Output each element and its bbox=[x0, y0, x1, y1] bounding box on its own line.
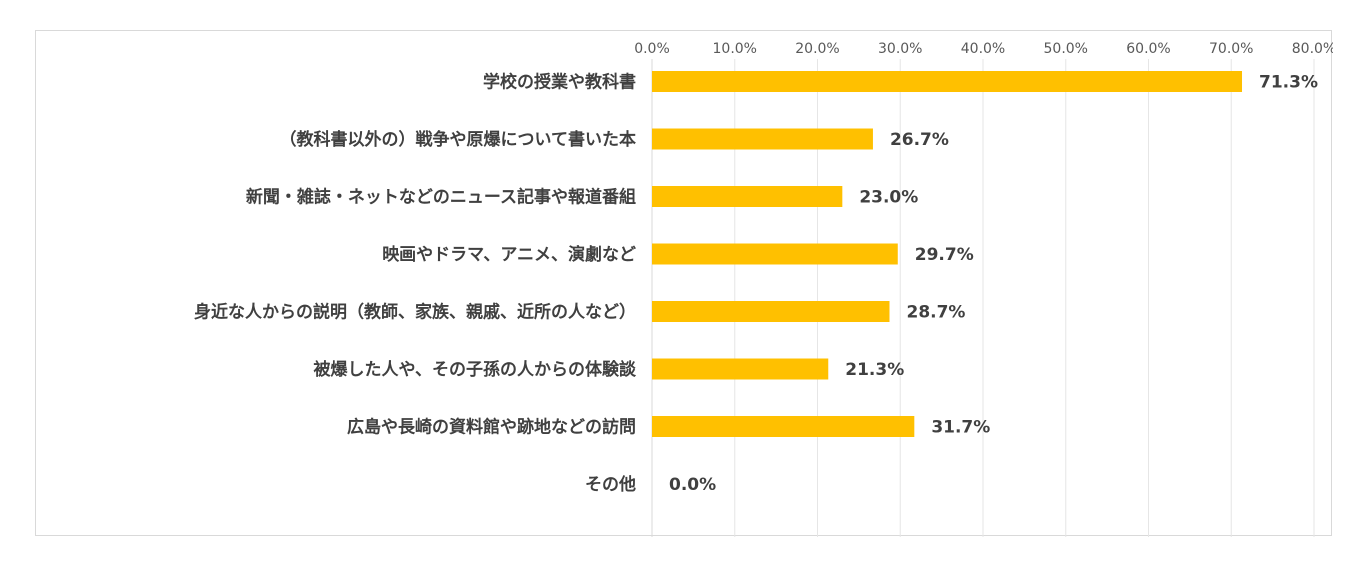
bar bbox=[652, 128, 873, 150]
category-label: 映画やドラマ、アニメ、演劇など bbox=[382, 244, 636, 265]
x-tick-label: 50.0% bbox=[1044, 41, 1088, 57]
category-label: （教科書以外の）戦争や原爆について書いた本 bbox=[280, 129, 637, 150]
category-label: 新聞・雑誌・ネットなどのニュース記事や報道番組 bbox=[246, 187, 636, 208]
bar bbox=[652, 243, 898, 265]
category-label: 広島や長崎の資料館や跡地などの訪問 bbox=[347, 417, 636, 438]
x-tick-label: 10.0% bbox=[713, 41, 757, 57]
x-tick-label: 40.0% bbox=[961, 41, 1005, 57]
bar-chart: 0.0% 10.0% 20.0% 30.0% 40.0% 50.0% 60.0% 70.0% 8… bbox=[194, 41, 1333, 537]
data-label: 71.3% bbox=[1259, 73, 1318, 93]
x-tick-label: 30.0% bbox=[878, 41, 922, 57]
category-label: 身近な人からの説明（教師、家族、親戚、近所の人など） bbox=[194, 302, 636, 323]
bar bbox=[652, 71, 1243, 92]
data-label: 28.7% bbox=[906, 303, 965, 323]
chart-frame: 0.0% 10.0% 20.0% 30.0% 40.0% 50.0% 60.0% 70.0% 8… bbox=[35, 30, 1333, 537]
category-label: 学校の授業や教科書 bbox=[483, 72, 636, 93]
x-tick-label: 60.0% bbox=[1126, 41, 1170, 57]
category-label: 被爆した人や、その子孫の人からの体験談 bbox=[314, 359, 637, 380]
bars bbox=[652, 71, 1243, 437]
data-label: 23.0% bbox=[859, 188, 918, 208]
x-tick-label: 80.0% bbox=[1292, 41, 1333, 57]
bar bbox=[652, 301, 890, 322]
data-labels: 71.3% 26.7% 23.0% 29.7% 28.7% 21.3% 31.7% 0.0% bbox=[669, 73, 1318, 496]
x-tick-label: 70.0% bbox=[1209, 41, 1253, 57]
data-label: 31.7% bbox=[931, 418, 990, 438]
x-tick-label: 0.0% bbox=[634, 41, 670, 57]
data-label: 21.3% bbox=[845, 360, 904, 380]
bar bbox=[652, 358, 829, 380]
data-label: 0.0% bbox=[669, 475, 716, 495]
category-labels: 学校の授業や教科書 （教科書以外の）戦争や原爆について書いた本新聞・雑誌・ネットな… bbox=[194, 72, 637, 496]
bar bbox=[652, 416, 915, 437]
category-label: その他 bbox=[585, 474, 636, 495]
bar bbox=[652, 186, 843, 207]
x-tick-label: 20.0% bbox=[795, 41, 839, 57]
data-label: 26.7% bbox=[890, 130, 949, 150]
data-label: 29.7% bbox=[915, 245, 974, 265]
x-axis-ticks: 0.0% 10.0% 20.0% 30.0% 40.0% 50.0% 60.0% 70.0% 8… bbox=[634, 41, 1333, 57]
